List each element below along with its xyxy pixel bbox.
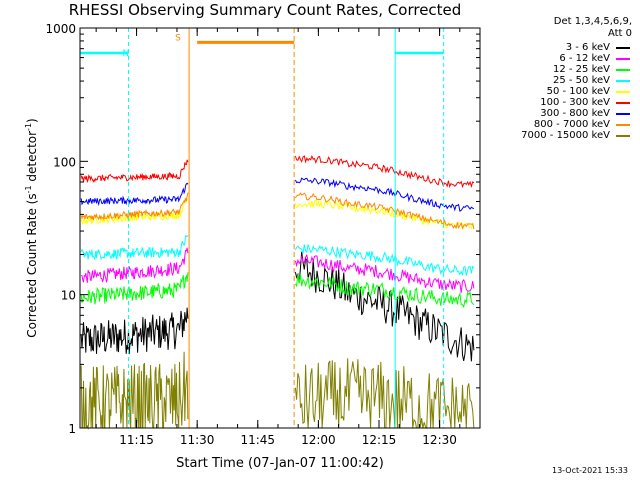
y-axis-label-part2: detector: [25, 131, 39, 186]
legend-swatch-8: [616, 135, 630, 137]
legend-label-6: 300 - 800 keV: [540, 108, 610, 119]
legend-header: Det 1,3,4,5,6,9, Att 0: [486, 16, 632, 40]
legend-entry-5: 100 - 300 keV: [480, 97, 630, 108]
series-line-3: [80, 234, 475, 277]
y-axis-label-part1: Corrected Count Rate (s: [25, 193, 39, 337]
legend-entry-6: 300 - 800 keV: [480, 108, 630, 119]
plot-frame: [79, 27, 481, 429]
legend: 3 - 6 keV 6 - 12 keV 12 - 25 keV 25 - 50 ke…: [480, 42, 630, 141]
legend-label-2: 12 - 25 keV: [552, 64, 610, 75]
night-flag-label: N: [122, 49, 129, 59]
legend-label-8: 7000 - 15000 keV: [521, 130, 610, 141]
legend-swatch-4: [616, 91, 630, 93]
legend-swatch-5: [616, 102, 630, 104]
legend-swatch-1: [616, 58, 630, 60]
series-line-6: [80, 177, 475, 212]
x-tick-label-0: 11:15: [119, 433, 154, 447]
legend-entry-2: 12 - 25 keV: [480, 64, 630, 75]
legend-swatch-0: [616, 47, 630, 49]
legend-entry-3: 25 - 50 keV: [480, 75, 630, 86]
series-line-0: [80, 251, 475, 362]
x-tick-label-1: 11:30: [180, 433, 215, 447]
plot-area: NS: [80, 28, 475, 430]
y-tick-label-1: 10: [61, 289, 76, 303]
saa-flag-label: S: [175, 33, 181, 43]
y-axis-label: Corrected Count Rate (s-1 detector-1): [24, 118, 39, 337]
chart-title: RHESSI Observing Summary Count Rates, Co…: [69, 1, 462, 19]
legend-label-4: 50 - 100 keV: [546, 86, 610, 97]
legend-entry-4: 50 - 100 keV: [480, 86, 630, 97]
legend-label-1: 6 - 12 keV: [559, 53, 610, 64]
series-line-2: [80, 272, 475, 309]
legend-entry-7: 800 - 7000 keV: [480, 119, 630, 130]
legend-swatch-6: [616, 113, 630, 115]
y-axis-label-sup2: -1: [24, 123, 33, 131]
series-line-1: [81, 247, 475, 293]
y-axis-label-part3: ): [25, 118, 39, 123]
x-tick-label-4: 12:15: [362, 433, 397, 447]
series-line-4: [80, 198, 475, 230]
y-axis-label-sup1: -1: [24, 185, 33, 193]
series-line-7: [80, 192, 475, 230]
x-tick-label-2: 11:45: [240, 433, 275, 447]
detector-info: Det 1,3,4,5,6,9,: [553, 16, 632, 27]
generation-date: 13-Oct-2021 15:33: [552, 466, 628, 475]
x-tick-label-5: 12:30: [422, 433, 457, 447]
x-axis-label: Start Time (07-Jan-07 11:00:42): [176, 456, 384, 471]
legend-swatch-7: [616, 124, 630, 126]
legend-label-7: 800 - 7000 keV: [533, 119, 610, 130]
legend-label-5: 100 - 300 keV: [540, 97, 610, 108]
series-line-5: [80, 154, 475, 189]
legend-entry-0: 3 - 6 keV: [480, 42, 630, 53]
axes: 11:15 11:30 11:45 12:00 12:15 12:30 1 10 100 1000: [45, 22, 481, 447]
legend-entry-8: 7000 - 15000 keV: [480, 130, 630, 141]
attenuator-state: Att 0: [607, 28, 632, 39]
y-tick-label-0: 1: [68, 422, 76, 436]
legend-label-3: 25 - 50 keV: [552, 75, 610, 86]
legend-swatch-2: [616, 69, 630, 71]
legend-entry-1: 6 - 12 keV: [480, 53, 630, 64]
legend-swatch-3: [616, 80, 630, 82]
x-tick-label-3: 12:00: [301, 433, 336, 447]
y-tick-label-3: 1000: [45, 22, 76, 36]
series-line-8: [80, 351, 475, 430]
y-tick-label-2: 100: [53, 155, 76, 169]
legend-label-0: 3 - 6 keV: [565, 42, 610, 53]
